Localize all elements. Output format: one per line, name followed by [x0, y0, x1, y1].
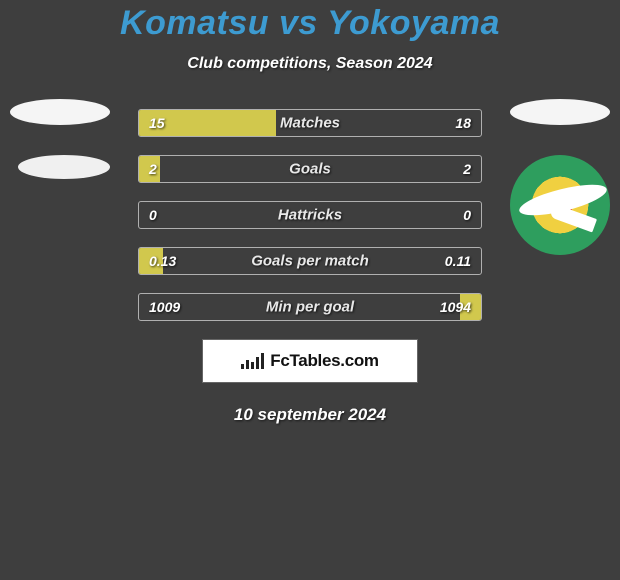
club-badge-placeholder-icon: [510, 99, 610, 125]
stat-row: 2 Goals 2: [138, 155, 482, 183]
stat-left-value: 2: [149, 161, 157, 177]
club-badge-placeholder-icon: [18, 155, 110, 179]
stat-left-value: 15: [149, 115, 165, 131]
stat-label: Hattricks: [278, 207, 342, 224]
stat-row: 15 Matches 18: [138, 109, 482, 137]
stat-label: Goals per match: [251, 253, 369, 270]
fctables-logo: FcTables.com: [202, 339, 418, 383]
stat-row: 1009 Min per goal 1094: [138, 293, 482, 321]
stat-row: 0.13 Goals per match 0.11: [138, 247, 482, 275]
page-title: Komatsu vs Yokoyama: [0, 0, 620, 43]
club-badge-placeholder-icon: [10, 99, 110, 125]
stat-left-value: 0: [149, 207, 157, 223]
bar-chart-icon: [241, 353, 264, 369]
subtitle-text: Club competitions, Season 2024: [187, 55, 432, 72]
stat-right-value: 1094: [440, 299, 471, 315]
right-club-badges: [510, 99, 610, 255]
stat-right-value: 0: [463, 207, 471, 223]
stat-label: Matches: [280, 115, 340, 132]
stat-right-value: 18: [455, 115, 471, 131]
stat-left-value: 0.13: [149, 253, 176, 269]
fctables-logo-text: FcTables.com: [270, 351, 379, 371]
stat-right-value: 0.11: [445, 253, 471, 269]
comparison-area: 15 Matches 18 2 Goals 2 0 Hattricks 0 0.13 Goals p…: [0, 109, 620, 425]
stat-row: 0 Hattricks 0: [138, 201, 482, 229]
stats-container: 15 Matches 18 2 Goals 2 0 Hattricks 0 0.13 Goals p…: [138, 109, 482, 321]
left-club-badges: [10, 99, 110, 179]
jef-united-badge-icon: [510, 155, 610, 255]
stat-label: Min per goal: [266, 299, 354, 316]
stat-left-value: 1009: [149, 299, 180, 315]
stat-right-value: 2: [463, 161, 471, 177]
stat-label: Goals: [289, 161, 331, 178]
date-text: 10 september 2024: [0, 405, 620, 425]
subtitle: Club competitions, Season 2024: [0, 55, 620, 73]
